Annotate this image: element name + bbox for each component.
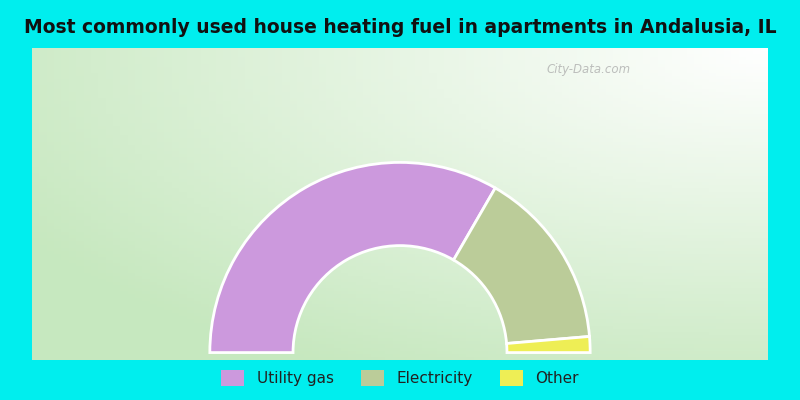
Wedge shape	[454, 188, 590, 344]
Legend: Utility gas, Electricity, Other: Utility gas, Electricity, Other	[215, 364, 585, 392]
Wedge shape	[210, 162, 495, 352]
Text: City-Data.com: City-Data.com	[546, 63, 630, 76]
Text: Most commonly used house heating fuel in apartments in Andalusia, IL: Most commonly used house heating fuel in…	[24, 18, 776, 37]
Wedge shape	[506, 336, 590, 352]
